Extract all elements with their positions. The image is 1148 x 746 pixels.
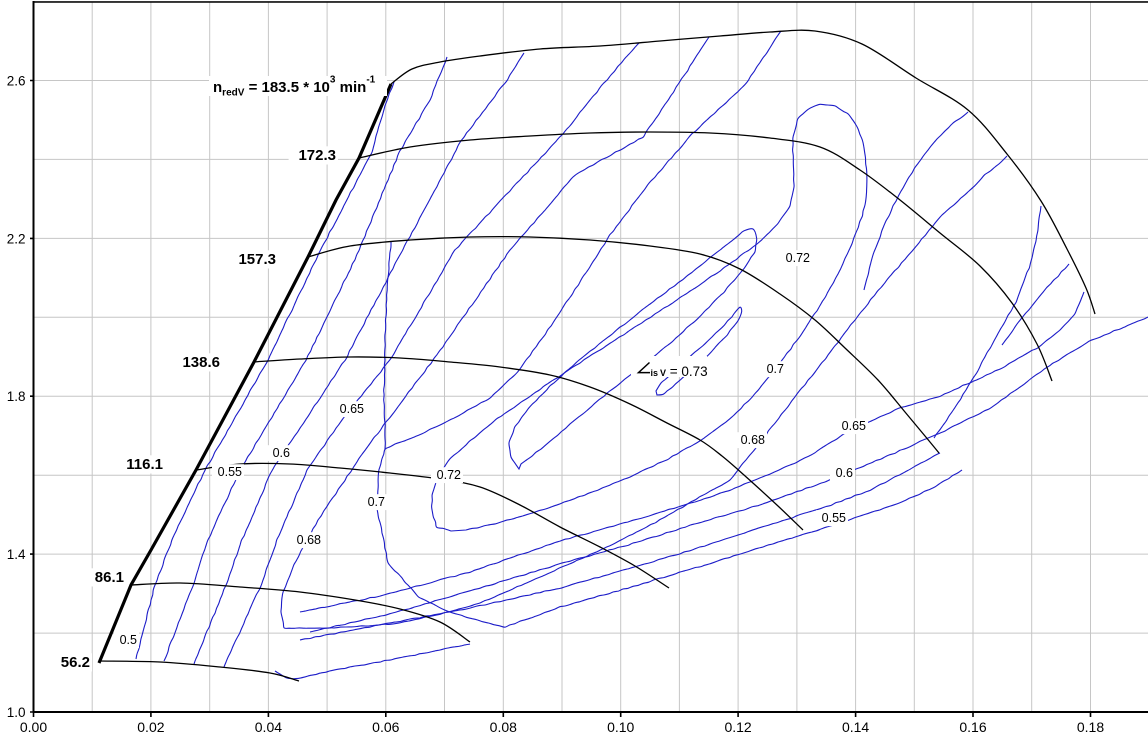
svg-text:0.04: 0.04 [255,719,282,735]
svg-text:0.65: 0.65 [340,402,364,416]
svg-text:2.6: 2.6 [7,74,26,89]
svg-text:nredV = 183.5 * 103 min-1: nredV = 183.5 * 103 min-1 [213,75,376,99]
svg-text:1.8: 1.8 [7,389,26,404]
svg-text:0.12: 0.12 [724,719,751,735]
svg-text:0.06: 0.06 [372,719,399,735]
svg-text:0.7: 0.7 [368,495,385,509]
svg-text:0.6: 0.6 [273,446,290,460]
svg-text:0.14: 0.14 [842,719,869,735]
svg-text:0.10: 0.10 [607,719,634,735]
svg-text:0.00: 0.00 [20,719,47,735]
svg-text:157.3: 157.3 [238,251,276,268]
svg-text:0.16: 0.16 [959,719,986,735]
svg-text:0.5: 0.5 [120,633,137,647]
svg-text:0.72: 0.72 [437,468,461,482]
svg-text:0.55: 0.55 [822,511,846,525]
svg-text:0.02: 0.02 [137,719,164,735]
svg-text:116.1: 116.1 [126,456,163,473]
svg-text:0.55: 0.55 [218,465,242,479]
svg-text:0.18: 0.18 [1077,719,1104,735]
svg-text:56.2: 56.2 [61,654,90,671]
svg-text:138.6: 138.6 [182,354,220,371]
svg-text:0.7: 0.7 [767,362,784,376]
svg-text:0.72: 0.72 [786,251,810,265]
svg-text:0.65: 0.65 [842,419,866,433]
svg-text:0.68: 0.68 [741,433,765,447]
svg-text:0.68: 0.68 [297,533,321,547]
svg-text:isV = 0.73: is V = 0.73 [651,364,708,379]
svg-text:1.4: 1.4 [7,547,26,562]
svg-text:0.08: 0.08 [490,719,517,735]
svg-text:2.2: 2.2 [7,231,26,246]
svg-text:0.6: 0.6 [836,466,853,480]
svg-text:1.0: 1.0 [7,705,26,720]
svg-text:86.1: 86.1 [95,569,124,586]
svg-text:172.3: 172.3 [298,147,336,164]
